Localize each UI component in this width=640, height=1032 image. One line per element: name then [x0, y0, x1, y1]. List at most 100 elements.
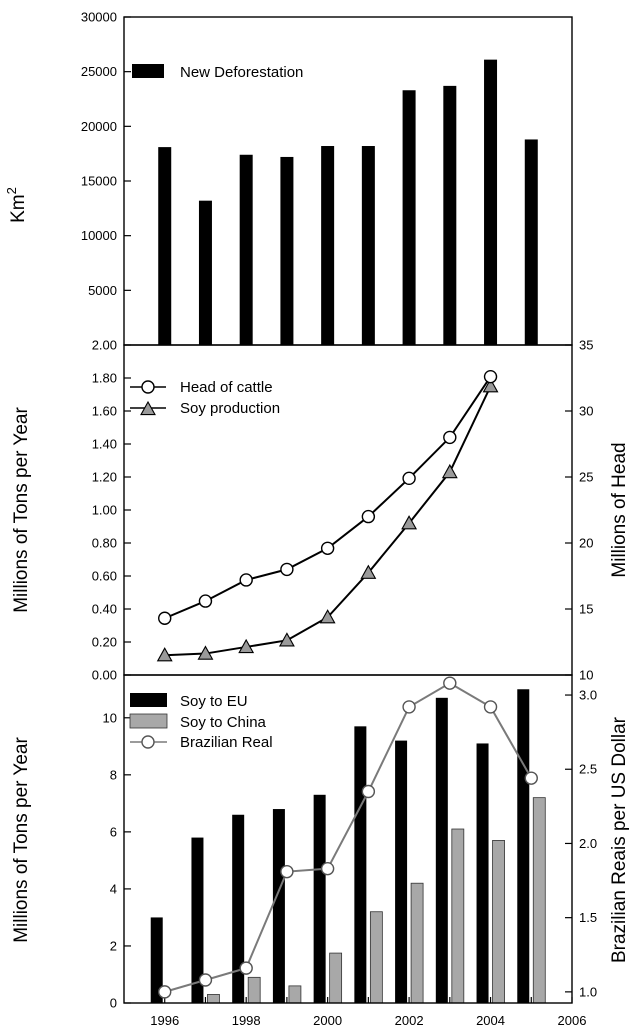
panel2-y-tick-label: 0.80 [92, 536, 117, 551]
deforestation-bar [361, 146, 375, 345]
panel1-y-tick-label: 15000 [81, 174, 117, 189]
deforestation-bar [524, 139, 538, 345]
x-tick-label: 2004 [476, 1013, 505, 1028]
brazilian-real-line [164, 682, 533, 993]
x-tick-label: 2006 [558, 1013, 587, 1028]
deforestation-bar [158, 147, 172, 345]
panel3-frame [123, 674, 573, 1004]
deforestation-bar [198, 200, 212, 345]
panel1-y-tick-label: 5000 [88, 283, 117, 298]
legend-label-soy-to-eu: Soy to EU [180, 693, 248, 710]
panel3-y-right-tick-label: 2.0 [579, 836, 597, 851]
soy-production-point [482, 378, 499, 393]
panel3-y-tick-label: 0 [110, 996, 117, 1011]
panel2-y-axis-label-right: Millions of Head [609, 442, 630, 577]
panel2-y-right-tick-label: 10 [579, 668, 593, 683]
legend-label-head-of-cattle: Head of cattle [180, 379, 273, 396]
brazilian-real-point [320, 861, 335, 876]
panel3-y-tick-label: 4 [110, 881, 117, 896]
soy-to-china-bar [410, 882, 424, 1004]
soy-production-point [360, 564, 377, 579]
panel2-y-tick-label: 0.20 [92, 635, 117, 650]
x-tick-label: 1996 [150, 1013, 179, 1028]
head-of-cattle-point [158, 611, 172, 625]
panel3-y-tick-label: 10 [103, 710, 117, 725]
panel2-y-right-tick-label: 20 [579, 536, 593, 551]
brazilian-real-point [524, 771, 538, 785]
head-of-cattle-point [483, 369, 498, 384]
panel1-y-tick-label: 20000 [81, 119, 117, 134]
soy-production-point [401, 515, 418, 530]
panel2-y-tick-label: 2.00 [92, 338, 117, 353]
legend-label-brazilian-real: Brazilian Real [180, 734, 273, 751]
deforestation-bar [484, 59, 498, 345]
soy-production-point [156, 647, 173, 662]
soy-production-point [197, 645, 214, 660]
soy-to-china-bar [451, 828, 465, 1004]
panel1-y-axis-label: Km2 [4, 187, 29, 223]
brazilian-real-point [280, 864, 294, 879]
panel3-y-axis-label-right: Brazilian Reais per US Dollar [609, 716, 630, 963]
panel2-y-axis-label: Millions of Tons per Year [11, 407, 32, 613]
panel2-y-tick-label: 1.80 [92, 371, 117, 386]
panel2-y-tick-label: 1.00 [92, 503, 117, 518]
legend-marker-head-of-cattle [141, 380, 155, 394]
legend-label-soy-to-china: Soy to China [180, 714, 267, 731]
panel1-y-axis-label-superscript: 2 [4, 187, 19, 194]
soy-to-eu-bar [476, 743, 489, 1003]
soy-to-eu-bar [191, 837, 204, 1003]
soy-to-eu-bar [395, 740, 408, 1003]
panel2-y-right-tick-label: 30 [579, 404, 593, 419]
deforestation-bar [443, 85, 457, 345]
soy-to-eu-bar [313, 794, 326, 1003]
head-of-cattle-point [239, 573, 253, 587]
panel2-y-tick-label: 1.40 [92, 437, 117, 452]
panel3-y-axis-label: Millions of Tons per Year [11, 737, 32, 943]
panel3-y-tick-label: 8 [110, 767, 117, 782]
soy-production-point [238, 638, 255, 654]
panel2-y-tick-label: 0.00 [92, 668, 117, 683]
head-of-cattle-point [280, 562, 294, 577]
soy-to-eu-bar [150, 917, 163, 1003]
soy-production-point [319, 609, 336, 624]
panel1-y-tick-label: 25000 [81, 64, 117, 79]
soy-to-eu-bar [517, 689, 530, 1003]
soy-to-china-bar [369, 911, 383, 1004]
panel3-y-right-tick-label: 3.0 [579, 688, 597, 703]
soy-to-eu-bar [232, 814, 245, 1003]
panel2-y-tick-label: 0.60 [92, 569, 117, 584]
soy-to-china-bar [329, 952, 343, 1004]
brazilian-real-point [239, 961, 253, 975]
panel3-y-tick-label: 6 [110, 824, 117, 839]
legend-swatch-new-deforestation [132, 64, 164, 78]
head-of-cattle-point [361, 509, 376, 524]
panel2-y-tick-label: 0.40 [92, 602, 117, 617]
legend-swatch-soy-to-china [129, 713, 168, 729]
panel2-y-tick-label: 1.20 [92, 470, 117, 485]
deforestation-bar [280, 156, 294, 345]
x-tick-label: 2000 [313, 1013, 342, 1028]
panel1-y-tick-label: 30000 [81, 10, 117, 25]
deforestation-bar [402, 90, 416, 346]
legend-swatch-soy-to-eu [130, 693, 167, 707]
soy-production-point [278, 632, 295, 647]
soy-production-point [441, 463, 458, 479]
panel3-y-tick-label: 2 [110, 938, 117, 953]
panel2-y-tick-label: 1.60 [92, 404, 117, 419]
soy-to-china-bar [288, 985, 302, 1004]
soy-to-eu-bar [272, 809, 285, 1003]
brazilian-real-point [198, 973, 213, 987]
panel1-y-tick-label: 10000 [81, 228, 117, 243]
panel1-y-axis-label-main: Km [8, 194, 29, 223]
legend-marker-brazilian-real [141, 735, 155, 749]
panel3-y-right-tick-label: 2.5 [579, 762, 597, 777]
legend-marker-soy-production [140, 400, 156, 416]
soy-to-eu-bar [435, 697, 448, 1003]
x-tick-label: 2002 [395, 1013, 424, 1028]
brazilian-real-point [402, 700, 416, 714]
head-of-cattle-point [402, 471, 416, 486]
panel2-y-right-tick-label: 35 [579, 338, 593, 353]
soy-to-eu-bar [354, 726, 367, 1003]
soy-to-china-bar [532, 797, 546, 1004]
